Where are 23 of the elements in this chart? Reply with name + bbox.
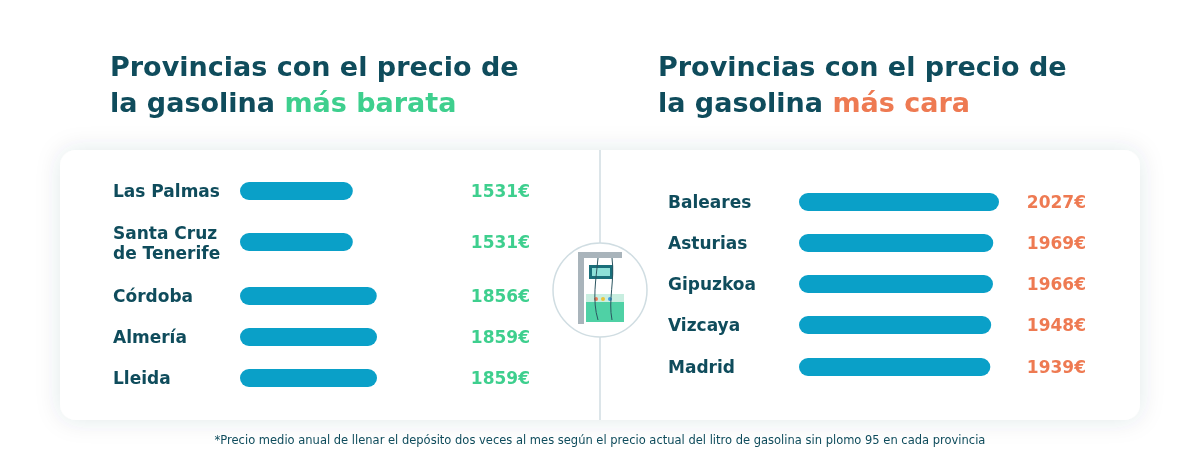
- data-label: 1856€: [470, 286, 530, 306]
- chart-title: Provincias con el precio de la gasolina más cara: [658, 51, 1067, 118]
- y-tick-label: Santa Cruz de Tenerife: [113, 223, 221, 263]
- y-tick-label: Almería: [113, 327, 187, 347]
- y-tick-label: Córdoba: [113, 286, 194, 306]
- data-label: 1531€: [470, 232, 530, 252]
- y-tick-label: Gipuzkoa: [668, 274, 756, 294]
- y-tick-label: Lleida: [113, 368, 171, 388]
- y-tick-label: Las Palmas: [113, 181, 220, 201]
- data-label: 1859€: [470, 327, 530, 347]
- data-label: 1948€: [1026, 315, 1086, 335]
- data-label: 2027€: [1026, 192, 1086, 212]
- y-tick-label: Vizcaya: [668, 315, 741, 335]
- chart-title: Provincias con el precio de la gasolina más barata: [110, 51, 519, 118]
- data-label: 1969€: [1026, 233, 1086, 253]
- data-label: 1966€: [1026, 274, 1086, 294]
- data-label: 1531€: [470, 181, 530, 201]
- data-label: 1859€: [470, 368, 530, 388]
- y-tick-label: Madrid: [668, 357, 735, 377]
- y-tick-label: Asturias: [668, 233, 748, 253]
- text: *Precio medio anual de llenar el depósito dos veces al mes según el precio actual del litro de gasolina sin plomo 95 en cada provincia: [214, 433, 986, 447]
- data-label: 1939€: [1026, 357, 1086, 377]
- y-tick-label: Baleares: [668, 192, 752, 212]
